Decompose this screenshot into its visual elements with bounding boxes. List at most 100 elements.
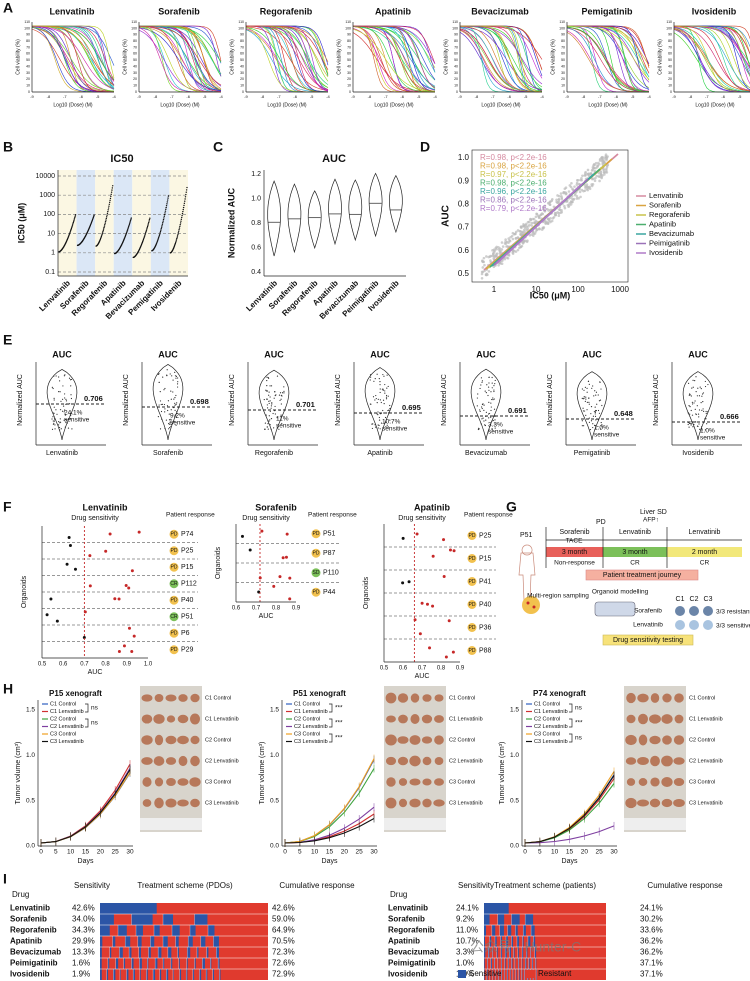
ic50-dot — [108, 205, 110, 207]
ic50-dot — [111, 189, 113, 191]
auc-dot — [70, 412, 73, 414]
axis-title: Tumor volume (cm³) — [259, 742, 266, 805]
tumor — [433, 799, 445, 807]
dose-curve — [31, 27, 115, 92]
tumor — [637, 693, 649, 703]
scatter-dot — [528, 223, 531, 227]
tumor — [398, 714, 408, 724]
scatter-dot — [573, 185, 576, 188]
auc-dot — [379, 388, 381, 390]
auc-dot — [59, 380, 61, 382]
heatmap-resistant — [484, 903, 606, 980]
auc-dot — [65, 419, 68, 421]
organoid-dot — [260, 529, 264, 533]
ic50-dot — [106, 212, 109, 215]
scatter-dot — [500, 241, 504, 244]
duration: 2 month — [692, 549, 717, 556]
tick-label: 1.5 — [270, 707, 279, 714]
tick-label: 1 — [492, 285, 497, 294]
dose-curve — [138, 26, 222, 92]
response-header: Patient response — [464, 512, 513, 519]
tick-label: 0.9 — [292, 606, 301, 612]
ic50-dot — [177, 232, 180, 234]
auc-dot — [691, 403, 694, 405]
ruler — [624, 818, 686, 830]
photo-label: C2 Control — [449, 737, 475, 743]
auc-dot — [280, 398, 282, 400]
drug-label: Peimigatinib — [10, 959, 58, 968]
auc-dot — [688, 422, 691, 424]
auc-dot — [269, 385, 271, 387]
tick-label: 70 — [668, 45, 672, 49]
heatmap-sensitive — [531, 925, 535, 936]
plot-title: Sorafenib — [158, 6, 200, 16]
auc-dot — [387, 412, 390, 414]
axis-title: AUC — [88, 669, 103, 676]
tick-label: 0.6 — [251, 244, 261, 251]
scatter-dot — [514, 232, 517, 236]
ic50-dot — [107, 210, 109, 213]
organoid-dot — [407, 580, 411, 584]
tick-label: 0.1 — [45, 269, 55, 276]
scatter-dot — [563, 206, 567, 210]
auc-dot — [269, 410, 271, 413]
auc-dot — [70, 378, 73, 381]
axis-title: Cell viability (%) — [657, 39, 663, 75]
auc-dot — [481, 381, 483, 383]
tick-label: 110 — [666, 20, 672, 24]
tick-label: 0.5 — [26, 797, 35, 804]
threshold-label: 0.691 — [508, 406, 527, 415]
auc-dot — [591, 387, 593, 389]
auc-dot — [597, 425, 599, 428]
auc-dot — [275, 394, 277, 396]
tick-label: 0.7 — [80, 662, 89, 668]
auc-dot — [692, 426, 694, 428]
patient-id: P51 — [520, 532, 533, 539]
drug-label: Ivosidenib — [10, 970, 50, 979]
sensitivity-label: 3.3% — [456, 948, 474, 957]
auc-dot — [274, 413, 276, 415]
dose-curve — [245, 27, 329, 92]
header: Treatment scheme (patients) — [494, 881, 596, 890]
tumor — [386, 715, 396, 723]
tumor — [409, 755, 421, 767]
auc-dot — [266, 379, 268, 382]
auc-dot — [52, 423, 55, 425]
scatter-dot — [588, 185, 591, 189]
tick-label: -4 — [540, 94, 544, 99]
tumor — [409, 735, 421, 745]
legend-label: Bevacizumab — [649, 229, 694, 238]
heatmap-sensitive — [504, 969, 505, 980]
auc-dot — [266, 426, 269, 428]
photo-label: C2 Lenvatinib — [689, 758, 723, 764]
tumor — [397, 756, 409, 766]
heatmap-sensitive — [133, 969, 135, 980]
auc-dot — [386, 374, 388, 376]
scatter-dot — [507, 254, 511, 257]
scatter-dot — [597, 171, 601, 175]
percent-label: 9.2% — [170, 413, 185, 420]
tick-label: 80 — [26, 39, 30, 43]
violin — [287, 183, 302, 254]
auc-dot — [68, 403, 71, 405]
scatter-dot — [495, 253, 498, 256]
auc-dot — [694, 380, 696, 382]
legend-label: C3 Control — [534, 731, 560, 737]
auc-dot — [581, 397, 583, 399]
scatter-dot — [519, 230, 522, 233]
auc-dot — [167, 409, 169, 412]
ic50-dot — [184, 198, 186, 200]
tick-label: 20 — [581, 849, 589, 856]
auc-dot — [61, 410, 64, 412]
auc-dot — [382, 409, 384, 412]
auc-dot — [266, 385, 268, 387]
auc-dot — [382, 373, 384, 376]
scatter-dot — [569, 185, 573, 189]
scatter-dot — [575, 197, 579, 200]
auc-dot — [490, 406, 492, 408]
organoid-icon — [675, 606, 685, 616]
auc-dot — [274, 391, 276, 393]
ic50-dot — [161, 223, 164, 225]
tick-label: 30 — [561, 71, 565, 75]
auc-dot — [65, 398, 67, 400]
